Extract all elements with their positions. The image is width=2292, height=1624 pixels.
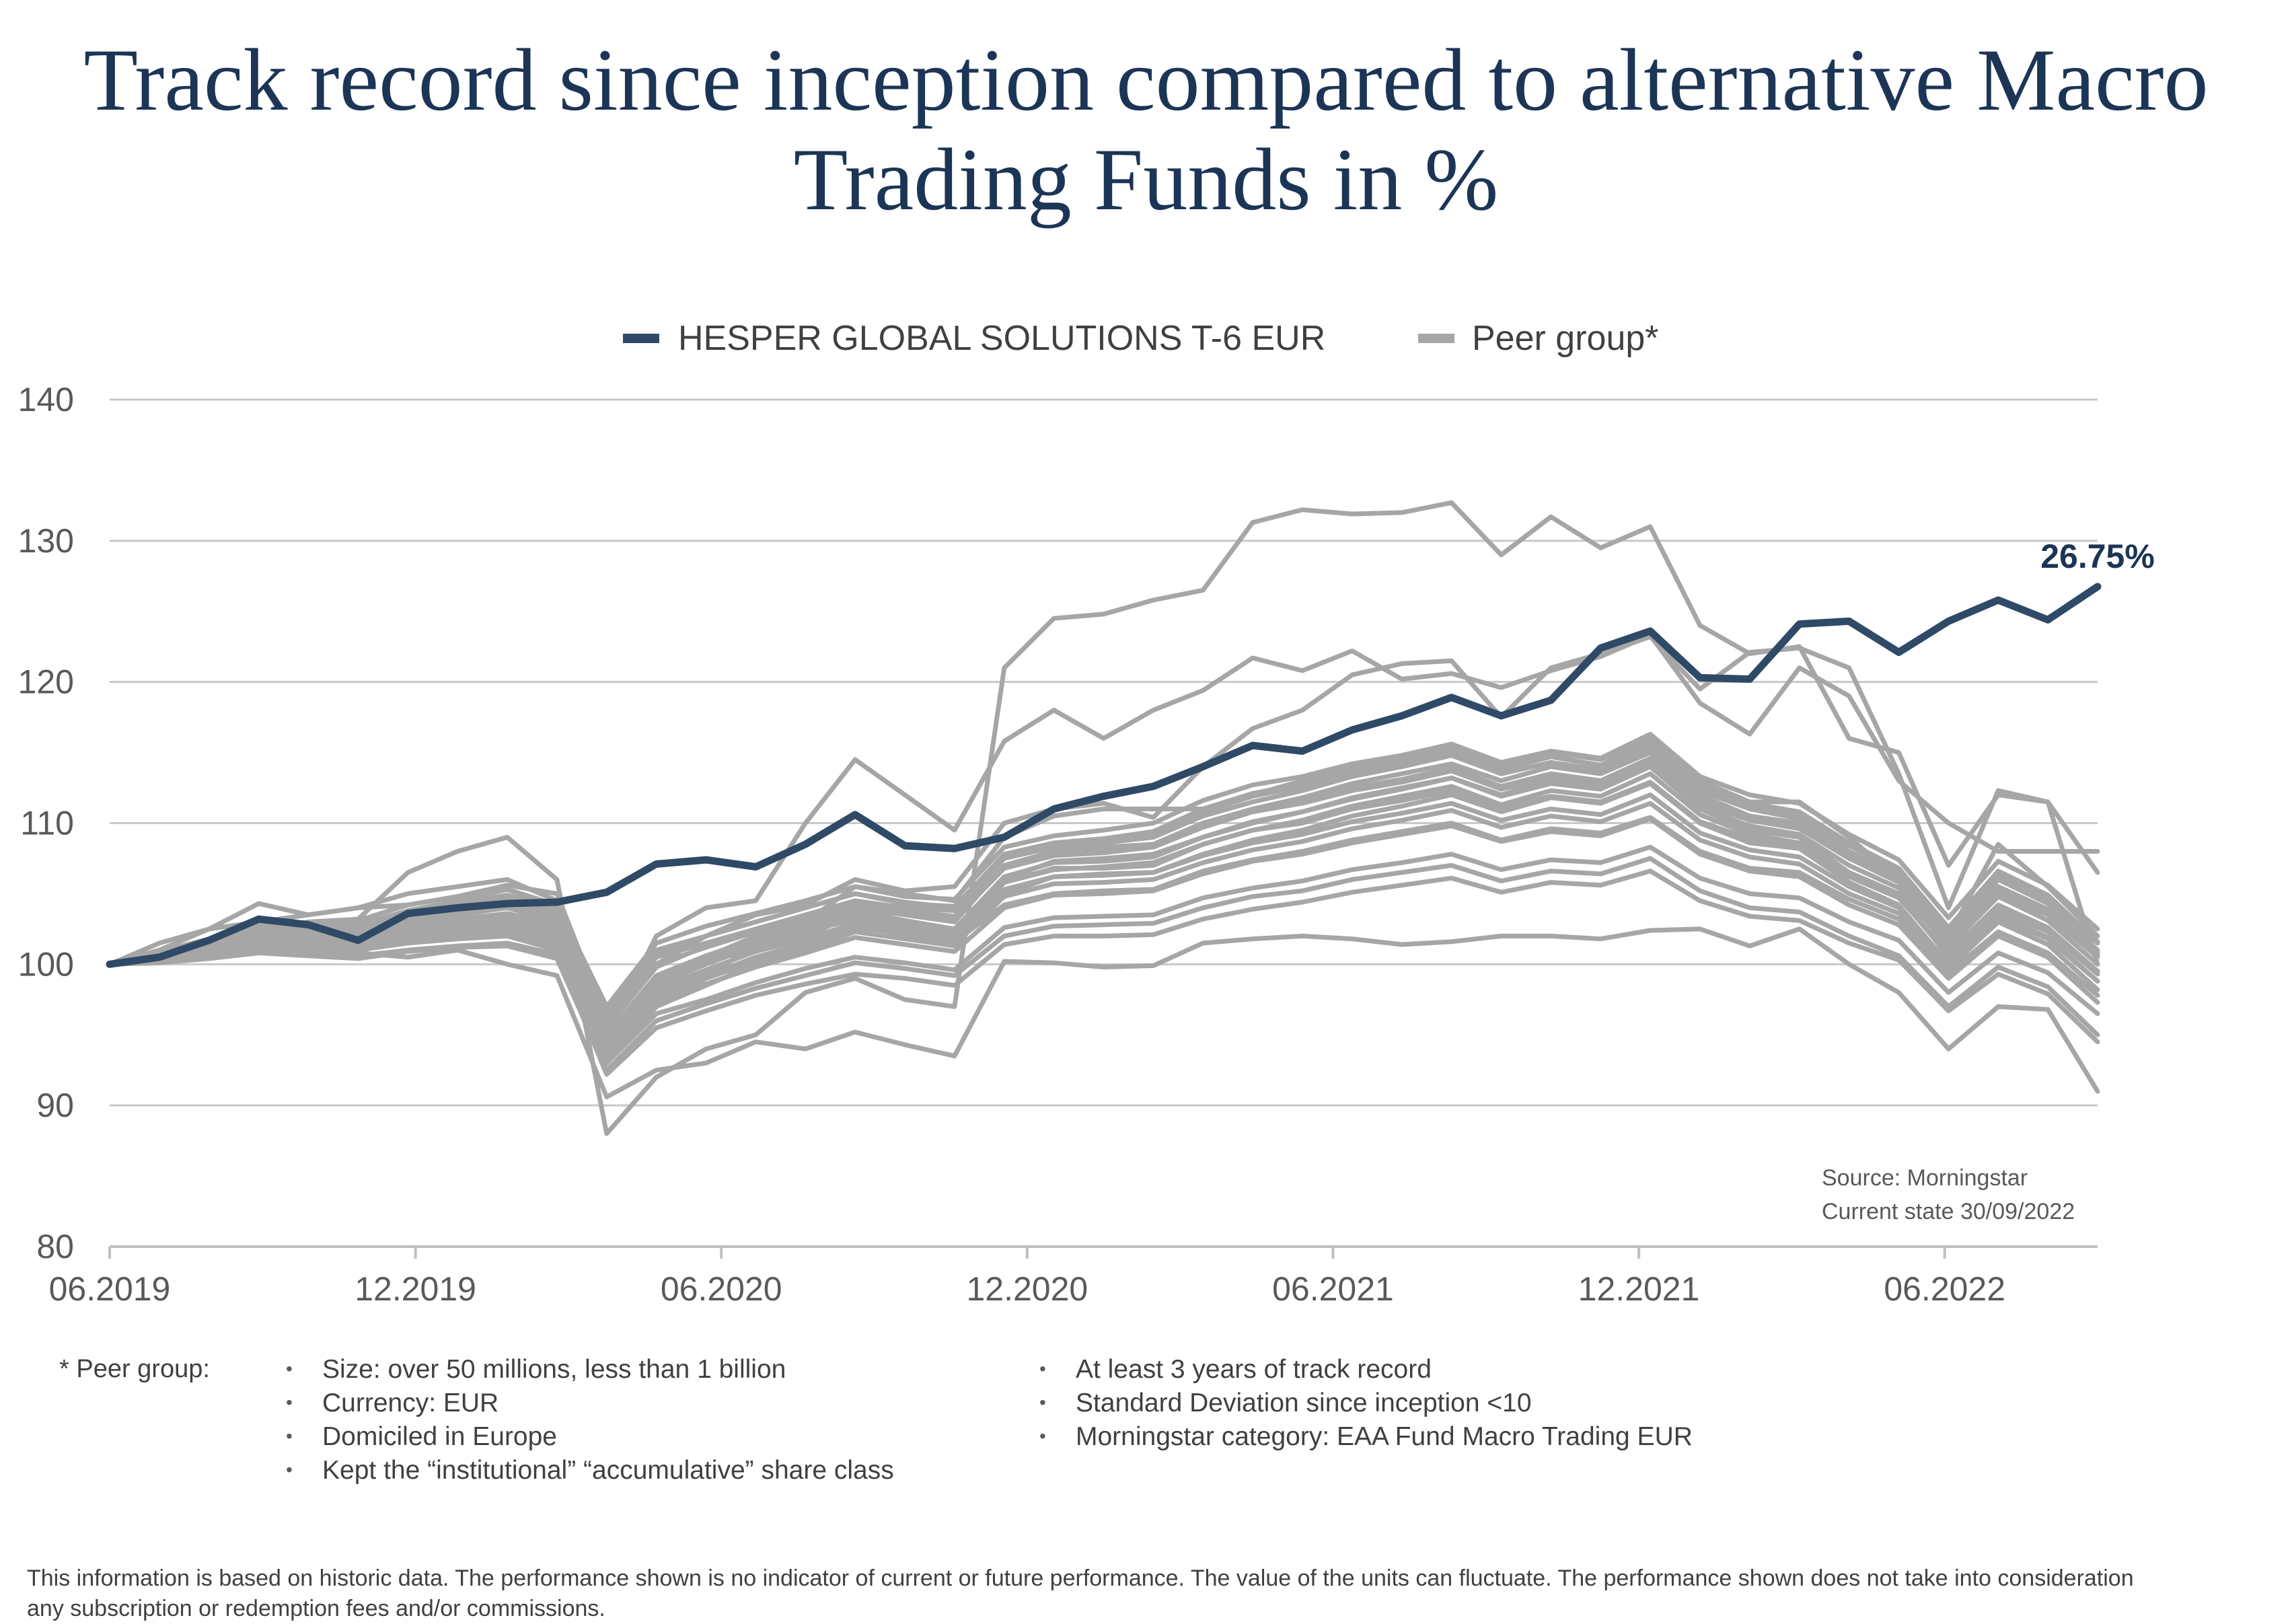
peer-series-line [107, 815, 2100, 1051]
x-tick-label: 06.2019 [49, 1270, 171, 1308]
x-axis: 06.2019 12.2019 06.2020 12.2020 06.2021 12.20… [49, 1245, 2098, 1308]
y-axis-ticks: 80 90 100 110 120 130 140 [18, 381, 74, 1265]
peer-criterion: Size: over 50 millions, less than 1 bill… [286, 1352, 894, 1386]
chart-title: Track record since inception compared to… [0, 30, 2292, 229]
peer-series-line [107, 926, 2100, 1100]
source-line-1: Source: Morningstar [1822, 1165, 2028, 1191]
peer-criterion: Standard Deviation since inception <10 [1039, 1386, 1693, 1419]
peer-series-line [107, 780, 2100, 1040]
peer-series-line [107, 736, 2100, 1066]
main-series-line [106, 583, 2102, 968]
x-tick-label: 12.2021 [1578, 1270, 1700, 1308]
peer-series-line [107, 869, 2100, 1077]
peer-group-heading: * Peer group: [59, 1355, 210, 1383]
disclaimer-text: This information is based on historic da… [27, 1565, 2134, 1621]
series-lines [106, 500, 2102, 1136]
peer-criterion: Domiciled in Europe [286, 1419, 894, 1453]
chart-legend: HESPER GLOBAL SOLUTIONS T-6 EUR Peer gro… [623, 319, 1659, 358]
peer-series-line [107, 731, 2100, 1009]
y-tick-label: 80 [36, 1228, 74, 1265]
chart-title-line-1: Track record since inception compared to… [83, 30, 2209, 129]
legend-label-main: HESPER GLOBAL SOLUTIONS T-6 EUR [678, 319, 1325, 358]
peer-criteria-col-2: At least 3 years of track record Standar… [1039, 1352, 1693, 1453]
x-tick-label: 12.2020 [966, 1270, 1088, 1308]
x-tick-label: 12.2019 [355, 1270, 476, 1308]
y-tick-label: 140 [18, 381, 74, 418]
line-chart: HESPER GLOBAL SOLUTIONS T-6 EUR Peer gro… [18, 319, 2155, 1308]
y-tick-label: 100 [18, 945, 74, 983]
y-tick-label: 120 [18, 663, 74, 701]
x-tick-label: 06.2022 [1884, 1270, 2005, 1308]
peer-series-line [107, 856, 2100, 1073]
grid-lines [110, 398, 2098, 1107]
legend-label-peer: Peer group* [1472, 319, 1659, 358]
peer-criterion: Morningstar category: EAA Fund Macro Tra… [1039, 1419, 1693, 1453]
end-value-label: 26.75% [2040, 538, 2155, 575]
peer-series-line [107, 816, 2100, 1058]
peer-criteria-col-1: Size: over 50 millions, less than 1 bill… [286, 1352, 894, 1487]
y-tick-label: 90 [36, 1086, 74, 1124]
x-tick-label: 06.2021 [1272, 1270, 1394, 1308]
peer-series-line [107, 632, 2100, 1037]
peer-criterion: Kept the “institutional” “accumulative” … [286, 1453, 894, 1487]
source-line-2: Current state 30/09/2022 [1822, 1199, 2075, 1224]
y-tick-label: 110 [20, 805, 74, 842]
chart-title-line-2: Trading Funds in % [793, 129, 1499, 229]
y-tick-label: 130 [18, 522, 74, 560]
x-tick-label: 06.2020 [661, 1270, 782, 1308]
peer-series-line [107, 792, 2100, 1047]
peer-criterion: Currency: EUR [286, 1386, 894, 1419]
peer-criterion: At least 3 years of track record [1039, 1352, 1693, 1386]
